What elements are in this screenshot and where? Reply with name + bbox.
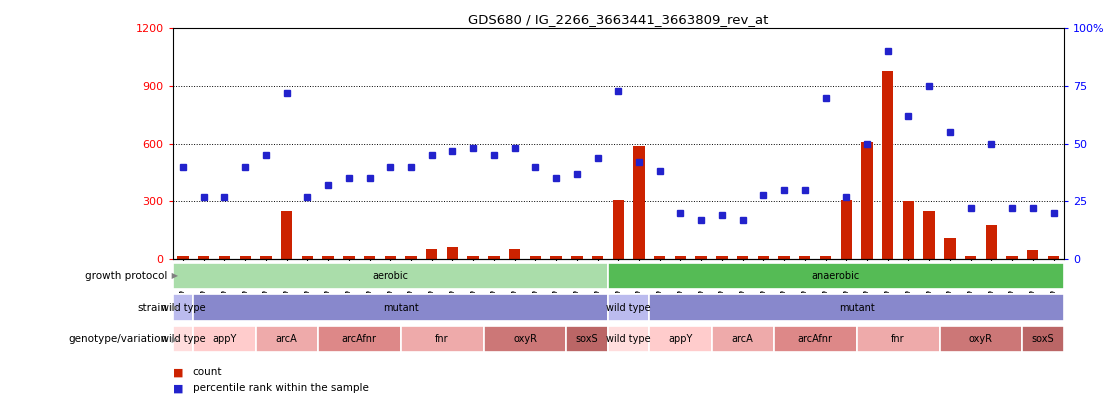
Bar (1048, 256, 1059, 259)
Bar (613, 200, 624, 259)
Text: anaerobic: anaerobic (812, 271, 860, 281)
Bar (592, 256, 604, 259)
Text: fnr: fnr (891, 334, 905, 344)
Text: ■: ■ (173, 367, 187, 377)
Bar (343, 256, 354, 259)
FancyBboxPatch shape (608, 263, 1064, 289)
Text: wild type: wild type (160, 334, 205, 344)
FancyBboxPatch shape (173, 263, 608, 289)
Text: oxyR: oxyR (969, 334, 993, 344)
FancyBboxPatch shape (194, 326, 255, 352)
Bar (240, 256, 251, 259)
Text: soxS: soxS (1032, 334, 1055, 344)
Text: arcA: arcA (276, 334, 297, 344)
FancyBboxPatch shape (401, 326, 483, 352)
Bar (861, 142, 872, 259)
Text: wild type: wild type (606, 303, 651, 313)
Text: percentile rank within the sample: percentile rank within the sample (193, 384, 369, 393)
FancyBboxPatch shape (255, 326, 317, 352)
Bar (384, 256, 395, 259)
FancyBboxPatch shape (1023, 326, 1064, 352)
Bar (654, 256, 665, 259)
Text: ■: ■ (173, 384, 187, 393)
FancyBboxPatch shape (194, 294, 608, 321)
FancyBboxPatch shape (712, 326, 774, 352)
Text: oxyR: oxyR (514, 334, 537, 344)
Bar (571, 256, 583, 259)
Text: wild type: wild type (606, 334, 651, 344)
Bar (965, 256, 976, 259)
Bar (882, 71, 893, 259)
FancyBboxPatch shape (173, 326, 194, 352)
Bar (1006, 256, 1018, 259)
Title: GDS680 / IG_2266_3663441_3663809_rev_at: GDS680 / IG_2266_3663441_3663809_rev_at (468, 13, 769, 26)
Bar (218, 256, 231, 259)
Text: arcAfnr: arcAfnr (798, 334, 832, 344)
Bar (986, 224, 997, 259)
Bar (841, 200, 852, 259)
FancyBboxPatch shape (939, 326, 1023, 352)
Text: mutant: mutant (383, 303, 419, 313)
FancyBboxPatch shape (608, 326, 649, 352)
Bar (198, 256, 209, 259)
Bar (695, 256, 707, 259)
Bar (447, 247, 458, 259)
Bar (468, 256, 479, 259)
Text: ▶: ▶ (169, 335, 178, 344)
FancyBboxPatch shape (857, 326, 939, 352)
Text: soxS: soxS (576, 334, 598, 344)
FancyBboxPatch shape (774, 326, 857, 352)
FancyBboxPatch shape (649, 294, 1064, 321)
Bar (281, 211, 292, 259)
Bar (799, 256, 811, 259)
FancyBboxPatch shape (608, 294, 649, 321)
Bar (550, 256, 561, 259)
FancyBboxPatch shape (649, 326, 712, 352)
Text: mutant: mutant (839, 303, 874, 313)
Bar (261, 256, 272, 259)
Bar (924, 211, 935, 259)
Bar (779, 256, 790, 259)
Bar (902, 202, 915, 259)
Text: arcA: arcA (732, 334, 753, 344)
Bar (364, 256, 375, 259)
Text: arcAfnr: arcAfnr (342, 334, 377, 344)
Bar (675, 256, 686, 259)
Text: strain: strain (137, 303, 167, 313)
Bar (945, 238, 956, 259)
Text: growth protocol: growth protocol (85, 271, 167, 281)
Bar (633, 146, 645, 259)
Text: appY: appY (213, 334, 236, 344)
Bar (488, 256, 499, 259)
Bar (716, 256, 727, 259)
Bar (737, 256, 749, 259)
Bar (177, 256, 188, 259)
Bar (322, 256, 334, 259)
Text: appY: appY (668, 334, 693, 344)
Bar (509, 249, 520, 259)
Bar (820, 256, 831, 259)
Text: aerobic: aerobic (372, 271, 409, 281)
Text: wild type: wild type (160, 303, 205, 313)
FancyBboxPatch shape (173, 294, 194, 321)
Bar (758, 256, 769, 259)
Bar (426, 249, 438, 259)
FancyBboxPatch shape (317, 326, 401, 352)
Text: count: count (193, 367, 222, 377)
Text: ▶: ▶ (169, 303, 178, 312)
Text: fnr: fnr (436, 334, 449, 344)
Text: genotype/variation: genotype/variation (68, 334, 167, 344)
FancyBboxPatch shape (566, 326, 608, 352)
FancyBboxPatch shape (483, 326, 566, 352)
Bar (302, 256, 313, 259)
Bar (405, 256, 417, 259)
Bar (1027, 249, 1038, 259)
Text: ▶: ▶ (169, 271, 178, 281)
Bar (529, 256, 541, 259)
